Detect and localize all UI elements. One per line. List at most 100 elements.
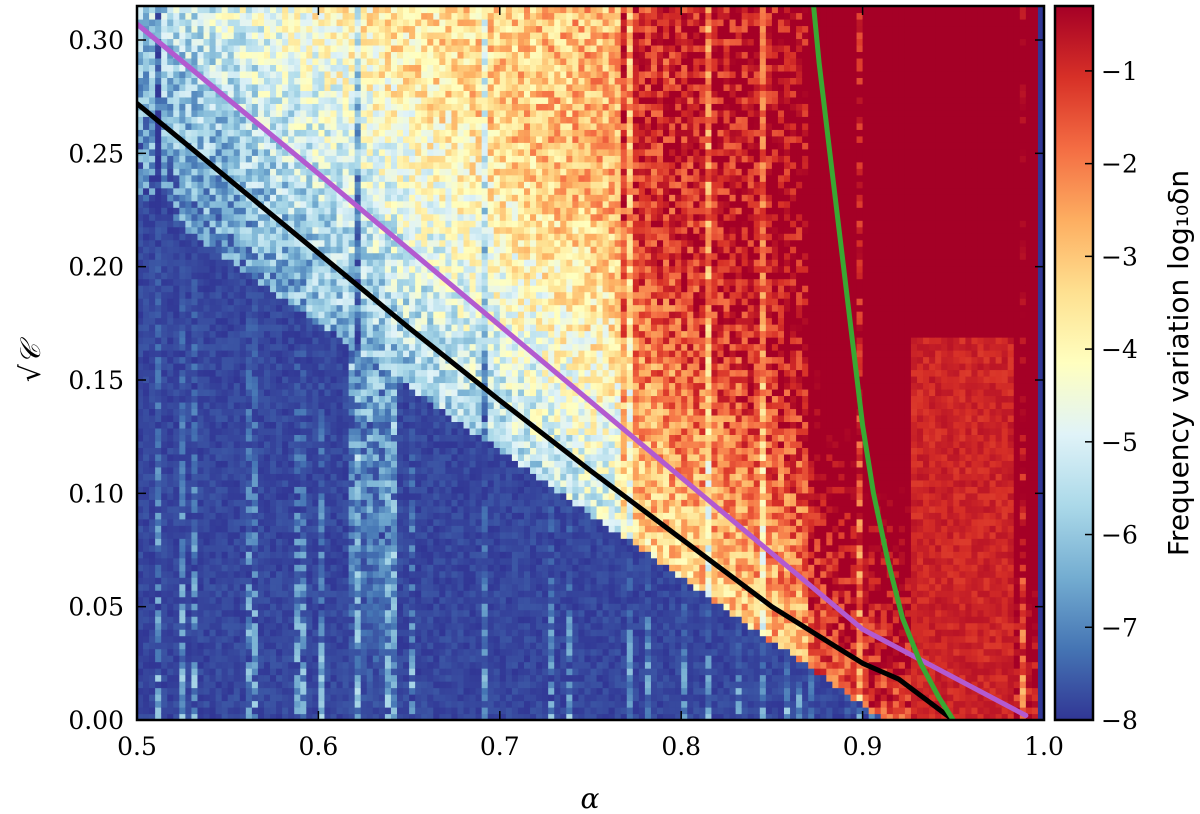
heatmap-cell	[378, 421, 386, 429]
heatmap-cell	[209, 220, 217, 228]
heatmap-cell	[390, 363, 398, 371]
heatmap-cell	[360, 577, 368, 585]
heatmap-cell	[185, 304, 193, 312]
heatmap-cell	[294, 421, 301, 429]
heatmap-cell	[336, 557, 344, 565]
heatmap-cell	[403, 674, 410, 682]
heatmap-cell	[330, 103, 338, 111]
heatmap-cell	[276, 616, 283, 624]
heatmap-cell	[251, 603, 259, 611]
heatmap-cell	[354, 207, 362, 215]
heatmap-cell	[360, 343, 368, 351]
heatmap-cell	[167, 259, 174, 267]
heatmap-cell	[155, 213, 162, 221]
heatmap-cell	[215, 401, 223, 410]
heatmap-cell	[276, 44, 283, 53]
heatmap-cell	[227, 622, 235, 630]
heatmap-cell	[179, 440, 186, 448]
heatmap-cell	[294, 311, 301, 319]
heatmap-cell	[330, 96, 338, 104]
heatmap-cell	[179, 382, 186, 390]
heatmap-cell	[263, 713, 271, 720]
heatmap-cell	[239, 434, 247, 442]
heatmap-cell	[372, 603, 380, 611]
heatmap-cell	[372, 96, 380, 104]
heatmap-cell	[372, 518, 380, 526]
heatmap-cell	[294, 401, 301, 410]
heatmap-cell	[409, 590, 416, 598]
heatmap-cell	[221, 6, 229, 14]
heatmap-cell	[378, 6, 386, 14]
heatmap-cell	[288, 220, 295, 228]
heatmap-cell	[233, 356, 241, 364]
heatmap-cell	[203, 486, 211, 494]
heatmap-cell	[324, 213, 332, 221]
heatmap-cell	[251, 408, 259, 416]
heatmap-cell	[409, 661, 416, 669]
heatmap-cell	[185, 421, 193, 429]
heatmap-cell	[342, 6, 350, 14]
heatmap-cell	[263, 603, 271, 611]
heatmap-cell	[143, 324, 150, 332]
heatmap-cell	[227, 557, 235, 565]
heatmap-cell	[294, 57, 301, 66]
heatmap-cell	[203, 681, 211, 689]
heatmap-cell	[330, 694, 338, 702]
heatmap-cell	[191, 363, 199, 371]
heatmap-cell	[300, 486, 307, 494]
heatmap-cell	[257, 440, 265, 448]
heatmap-cell	[409, 642, 416, 650]
heatmap-cell	[257, 642, 265, 650]
heatmap-cell	[191, 298, 199, 306]
heatmap-cell	[239, 577, 247, 585]
heatmap-cell	[324, 388, 332, 397]
heatmap-cell	[294, 453, 301, 461]
heatmap-cell	[203, 291, 211, 299]
heatmap-cell	[306, 57, 313, 66]
heatmap-cell	[191, 525, 199, 533]
heatmap-cell	[282, 317, 289, 325]
heatmap-cell	[191, 635, 199, 643]
heatmap-cell	[330, 570, 338, 578]
heatmap-cell	[161, 414, 168, 423]
heatmap-cell	[294, 661, 301, 669]
heatmap-cell	[324, 161, 332, 169]
heatmap-cell	[191, 122, 199, 130]
heatmap-cell	[263, 38, 271, 46]
heatmap-cell	[360, 434, 368, 442]
heatmap-cell	[203, 421, 211, 429]
heatmap-cell	[263, 499, 271, 507]
heatmap-cell	[245, 453, 253, 461]
heatmap-cell	[330, 200, 338, 208]
heatmap-cell	[137, 622, 144, 630]
heatmap-cell	[270, 311, 277, 319]
heatmap-cell	[233, 635, 241, 643]
heatmap-cell	[342, 70, 350, 78]
heatmap-cell	[306, 103, 313, 111]
heatmap-cell	[270, 700, 277, 708]
heatmap-cell	[203, 161, 211, 169]
heatmap-cell	[161, 6, 168, 14]
heatmap-cell	[227, 492, 235, 500]
heatmap-cell	[300, 70, 307, 78]
heatmap-cell	[197, 525, 205, 533]
heatmap-cell	[366, 479, 374, 487]
heatmap-cell	[191, 168, 199, 176]
heatmap-cell	[300, 18, 307, 27]
heatmap-cell	[245, 414, 253, 423]
heatmap-cell	[282, 434, 289, 442]
heatmap-cell	[372, 194, 380, 202]
heatmap-cell	[239, 174, 247, 182]
heatmap-cell	[233, 213, 241, 221]
heatmap-cell	[306, 343, 313, 351]
heatmap-cell	[197, 298, 205, 306]
heatmap-cell	[312, 629, 319, 637]
heatmap-cell	[263, 200, 271, 208]
heatmap-cell	[300, 505, 307, 513]
heatmap-cell	[257, 259, 265, 267]
heatmap-cell	[221, 200, 229, 208]
heatmap-cell	[306, 557, 313, 565]
heatmap-cell	[143, 200, 150, 208]
heatmap-cell	[257, 194, 265, 202]
heatmap-cell	[233, 142, 241, 150]
